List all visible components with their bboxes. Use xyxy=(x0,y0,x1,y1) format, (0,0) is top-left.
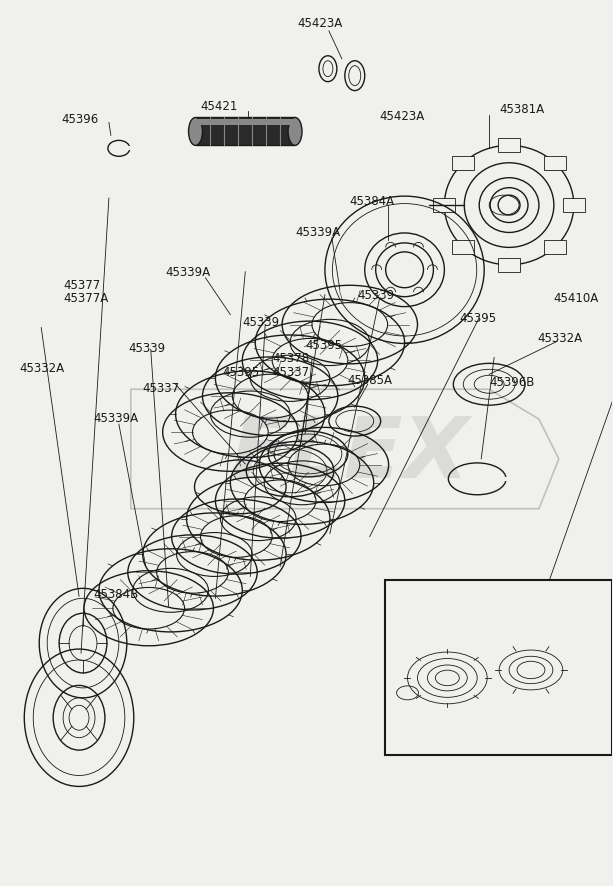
Bar xyxy=(433,198,455,213)
Text: 45337: 45337 xyxy=(143,381,180,394)
Text: 45396: 45396 xyxy=(61,113,98,126)
Bar xyxy=(498,259,520,273)
Bar xyxy=(498,139,520,153)
Ellipse shape xyxy=(189,119,202,146)
Text: 45384A: 45384A xyxy=(350,194,395,207)
Text: 45377: 45377 xyxy=(63,279,101,291)
Bar xyxy=(196,119,295,146)
Ellipse shape xyxy=(288,119,302,146)
Text: 45395: 45395 xyxy=(305,338,342,352)
Bar xyxy=(452,157,474,171)
Text: 45395: 45395 xyxy=(223,365,259,378)
Bar xyxy=(563,198,585,213)
Text: 45339A: 45339A xyxy=(166,266,211,279)
Text: 45395: 45395 xyxy=(459,312,497,324)
Text: 45378: 45378 xyxy=(272,352,310,364)
Text: 45332A: 45332A xyxy=(537,331,582,345)
Text: 45381A: 45381A xyxy=(499,103,544,116)
Text: 45339: 45339 xyxy=(358,289,395,302)
Text: 45410A: 45410A xyxy=(554,291,599,305)
Text: FLEX: FLEX xyxy=(230,413,470,496)
Text: 45384B: 45384B xyxy=(93,587,138,600)
Text: 45385A: 45385A xyxy=(348,373,393,386)
Text: 45396B: 45396B xyxy=(489,376,535,388)
Text: 45339: 45339 xyxy=(129,341,166,354)
Text: 45423A: 45423A xyxy=(297,18,343,30)
Text: 45421: 45421 xyxy=(200,100,238,113)
Text: 45377A: 45377A xyxy=(63,291,109,305)
Bar xyxy=(196,120,295,127)
Bar xyxy=(384,580,612,755)
Bar xyxy=(544,157,566,171)
Bar xyxy=(452,241,474,255)
Bar xyxy=(544,241,566,255)
Text: 45339A: 45339A xyxy=(295,226,340,239)
Text: 45332A: 45332A xyxy=(19,361,64,375)
Text: 45337: 45337 xyxy=(272,365,310,378)
Text: 45339A: 45339A xyxy=(93,411,138,424)
Text: 45423A: 45423A xyxy=(379,110,425,123)
Text: 45339: 45339 xyxy=(242,315,280,329)
